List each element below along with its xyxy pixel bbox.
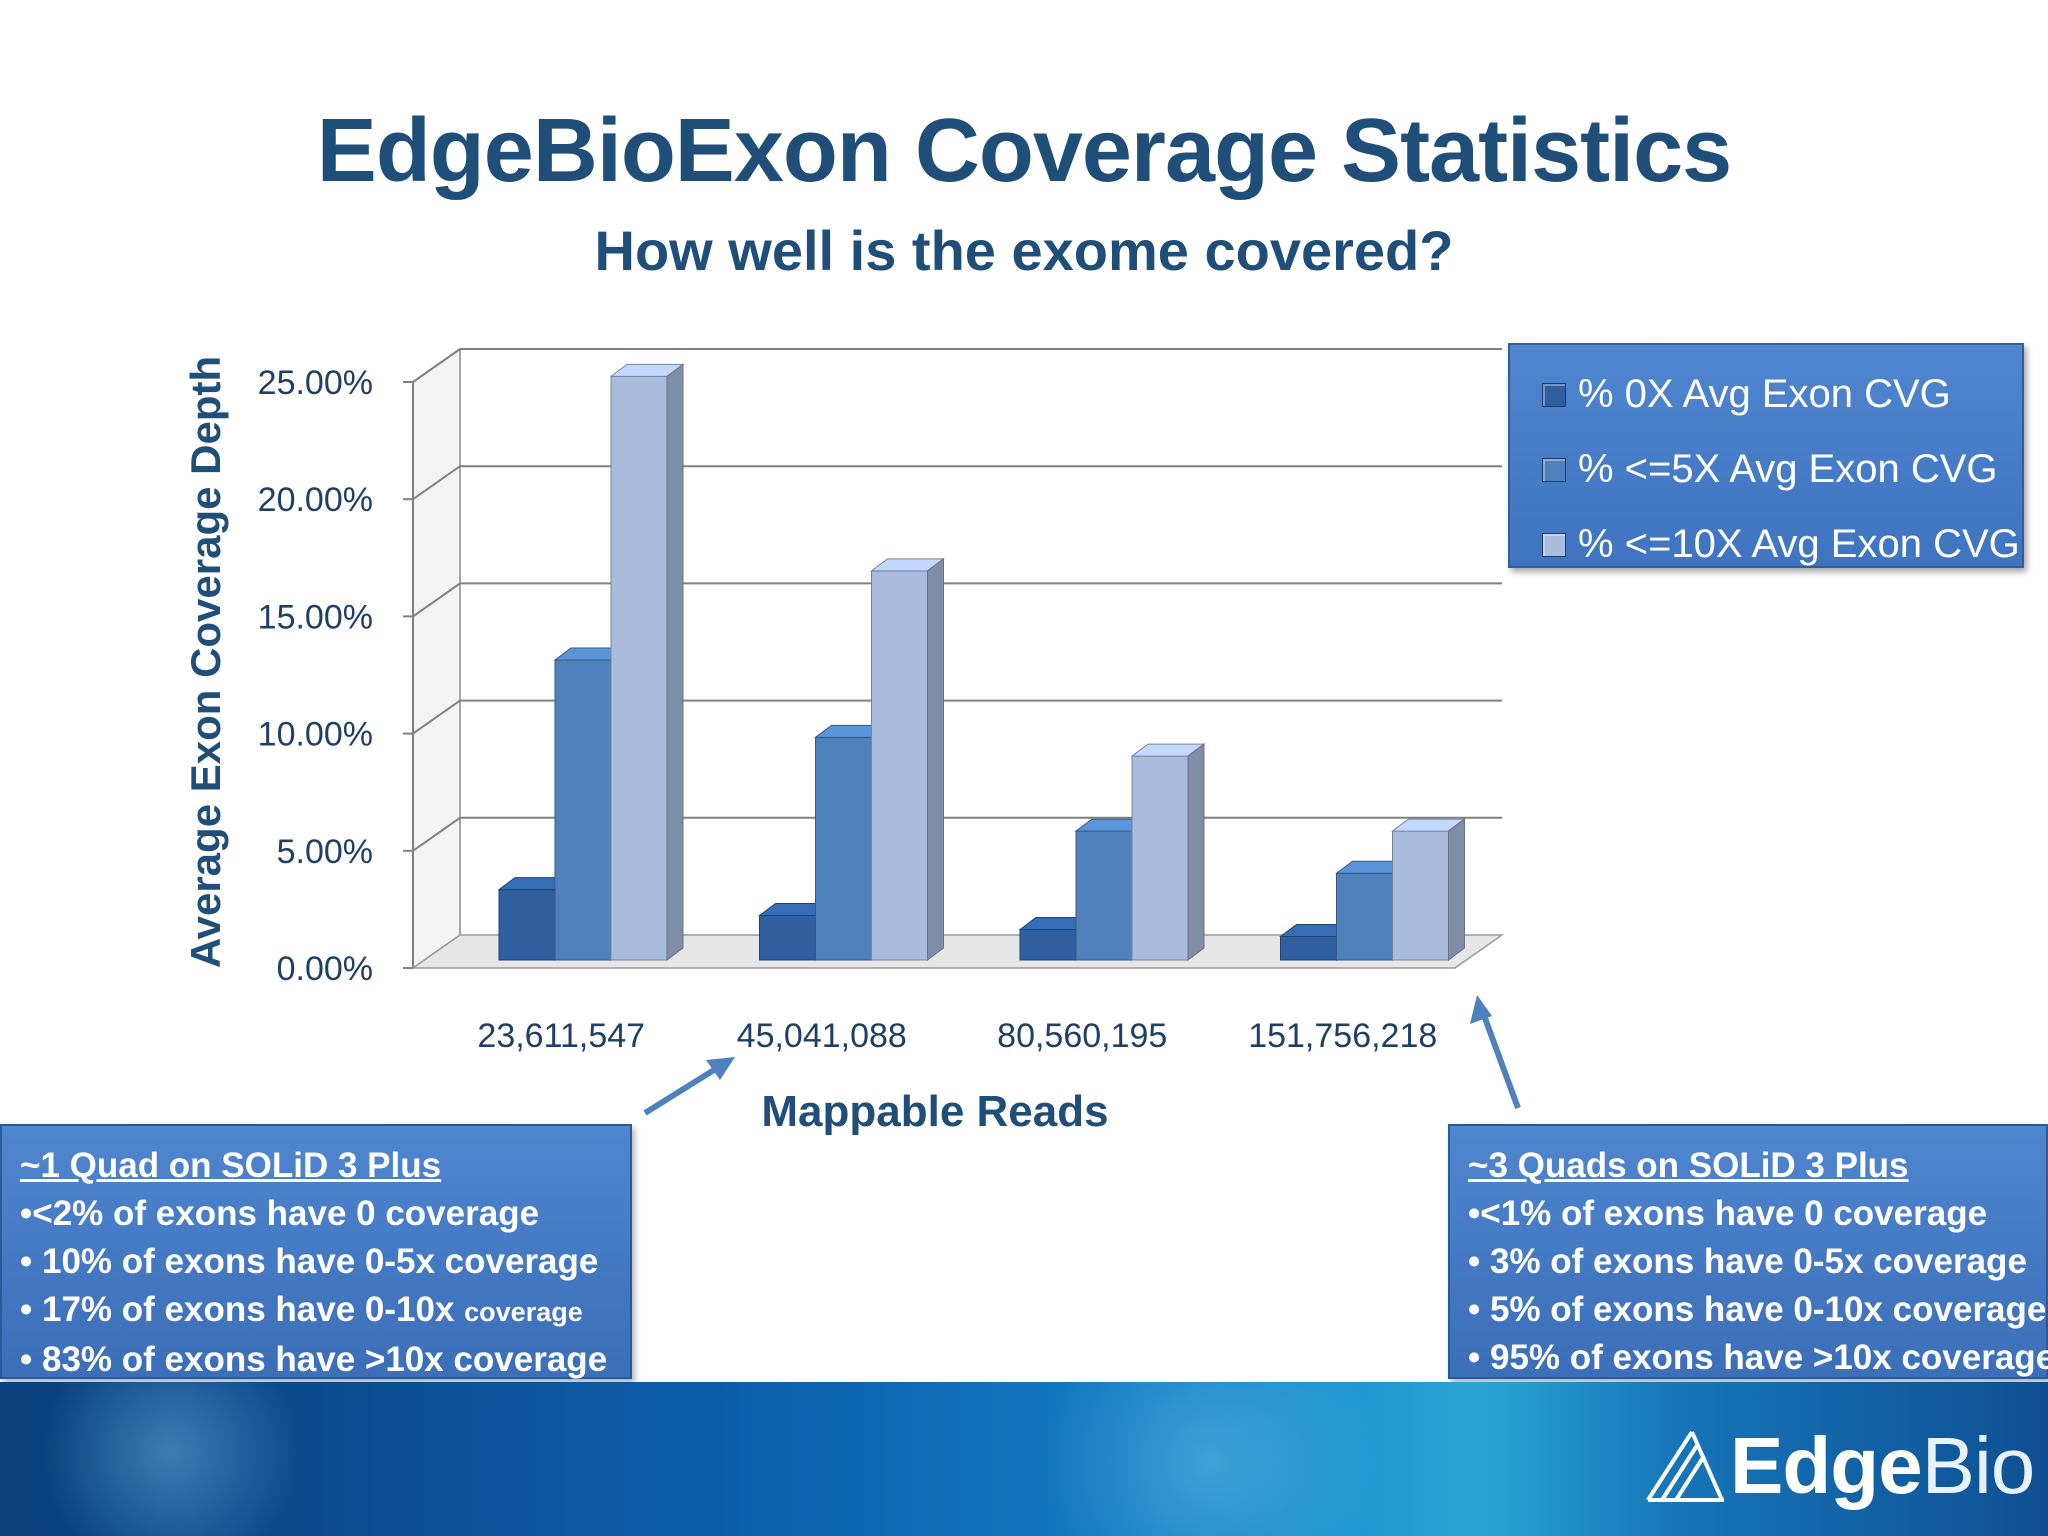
gridline <box>412 348 1502 383</box>
note-line: • 83% of exons have >10x coverage <box>20 1340 608 1379</box>
legend-item: % 0X Avg Exon CVG <box>1542 357 2022 432</box>
bar <box>1391 818 1466 961</box>
bar-side <box>666 363 684 961</box>
footer-banner <box>0 1382 2048 1536</box>
footer-decoration <box>40 1382 300 1536</box>
y-tick-label: 15.00% <box>258 598 373 636</box>
y-tick-label: 20.00% <box>258 481 373 519</box>
note-line: • 5% of exons have 0-10x coverage <box>1468 1290 2047 1329</box>
note-line-small: coverage <box>464 1297 583 1327</box>
note-line: • 10% of exons have 0-5x coverage <box>20 1242 599 1281</box>
bar-front <box>871 570 928 961</box>
note-line: •<1% of exons have 0 coverage <box>1468 1194 1988 1233</box>
bar-side <box>927 557 944 961</box>
y-tick-label: 5.00% <box>277 833 373 871</box>
x-tick-label: 80,560,195 <box>997 1017 1167 1055</box>
bar-front <box>498 889 556 961</box>
bar-front <box>1131 755 1189 961</box>
bar-front <box>1336 872 1393 961</box>
legend-label: % <=5X Avg Exon CVG <box>1578 447 1998 491</box>
y-tick-label: 25.00% <box>258 364 373 402</box>
gridline <box>412 582 1502 618</box>
note-line-text: • 17% of exons have 0-10x <box>20 1290 455 1329</box>
legend-swatch-0x <box>1542 382 1566 407</box>
gridline <box>412 465 1502 501</box>
bar-front <box>1075 830 1133 961</box>
note-line: • 17% of exons have 0-10x coverage <box>20 1286 630 1336</box>
x-tick-label: 23,611,547 <box>477 1017 645 1055</box>
gridline <box>412 699 1502 735</box>
bar-side <box>1187 743 1205 961</box>
bar-front <box>1019 929 1077 961</box>
y-tick-label: 10.00% <box>258 716 373 754</box>
chart-back-wall <box>460 349 1502 935</box>
legend-swatch-5x <box>1542 457 1566 482</box>
y-axis-label: Average Exon Coverage Depth <box>182 356 229 968</box>
legend-swatch-10x <box>1542 532 1566 557</box>
slide-subtitle: How well is the exome covered? <box>594 219 1454 282</box>
logo-bio: Bio <box>1921 1421 2036 1510</box>
note-line: •<2% of exons have 0 coverage <box>20 1194 540 1233</box>
bar-front <box>815 736 872 961</box>
bar-front <box>759 914 816 961</box>
bar <box>1130 743 1206 961</box>
chart-floor <box>410 934 1505 969</box>
logo-edge: Edge <box>1730 1421 1923 1510</box>
bar-front <box>1392 830 1449 961</box>
edgebio-logo: EdgeBio <box>1640 1420 2036 1512</box>
chart-side-wall <box>412 347 461 970</box>
logo-text: EdgeBio <box>1730 1420 2036 1512</box>
note-heading: ~3 Quads on SOLiD 3 Plus <box>1468 1146 1909 1185</box>
footer-decoration <box>1000 1382 1420 1536</box>
bar <box>609 363 685 961</box>
x-axis-label: Mappable Reads <box>761 1087 1108 1136</box>
bar-side <box>1448 818 1465 961</box>
y-tick-label: 0.00% <box>277 950 373 988</box>
bar <box>870 557 945 961</box>
legend-label: % <=10X Avg Exon CVG <box>1578 522 2020 566</box>
bar-front <box>610 375 668 961</box>
legend-label: % 0X Avg Exon CVG <box>1578 372 1951 416</box>
edgebio-logo-icon <box>1646 1430 1724 1502</box>
legend-item: % <=10X Avg Exon CVG <box>1542 507 2022 582</box>
chart-legend: % 0X Avg Exon CVG % <=5X Avg Exon CVG % … <box>1508 343 2024 568</box>
legend-item: % <=5X Avg Exon CVG <box>1542 432 2022 507</box>
slide-title: EdgeBioExon Coverage Statistics <box>316 101 1732 201</box>
note-three-quads: ~3 Quads on SOLiD 3 Plus •<1% of exons h… <box>1448 1124 2048 1379</box>
bar-front <box>554 659 612 961</box>
note-heading: ~1 Quad on SOLiD 3 Plus <box>20 1146 442 1185</box>
bar-front <box>1280 936 1337 961</box>
coverage-bar-chart: 0.00% 5.00% 10.00% 15.00% 20.00% 25.00% 23,611… <box>182 347 1521 1136</box>
arrow-right-icon <box>1470 995 1521 1110</box>
x-tick-label: 45,041,088 <box>737 1017 907 1055</box>
note-line: • 3% of exons have 0-5x coverage <box>1468 1242 2027 1281</box>
arrow-left-icon <box>643 1057 735 1116</box>
note-line: • 95% of exons have >10x coverage <box>1468 1338 2048 1377</box>
note-one-quad: ~1 Quad on SOLiD 3 Plus •<2% of exons ha… <box>0 1124 632 1379</box>
x-tick-label: 151,756,218 <box>1248 1017 1437 1055</box>
